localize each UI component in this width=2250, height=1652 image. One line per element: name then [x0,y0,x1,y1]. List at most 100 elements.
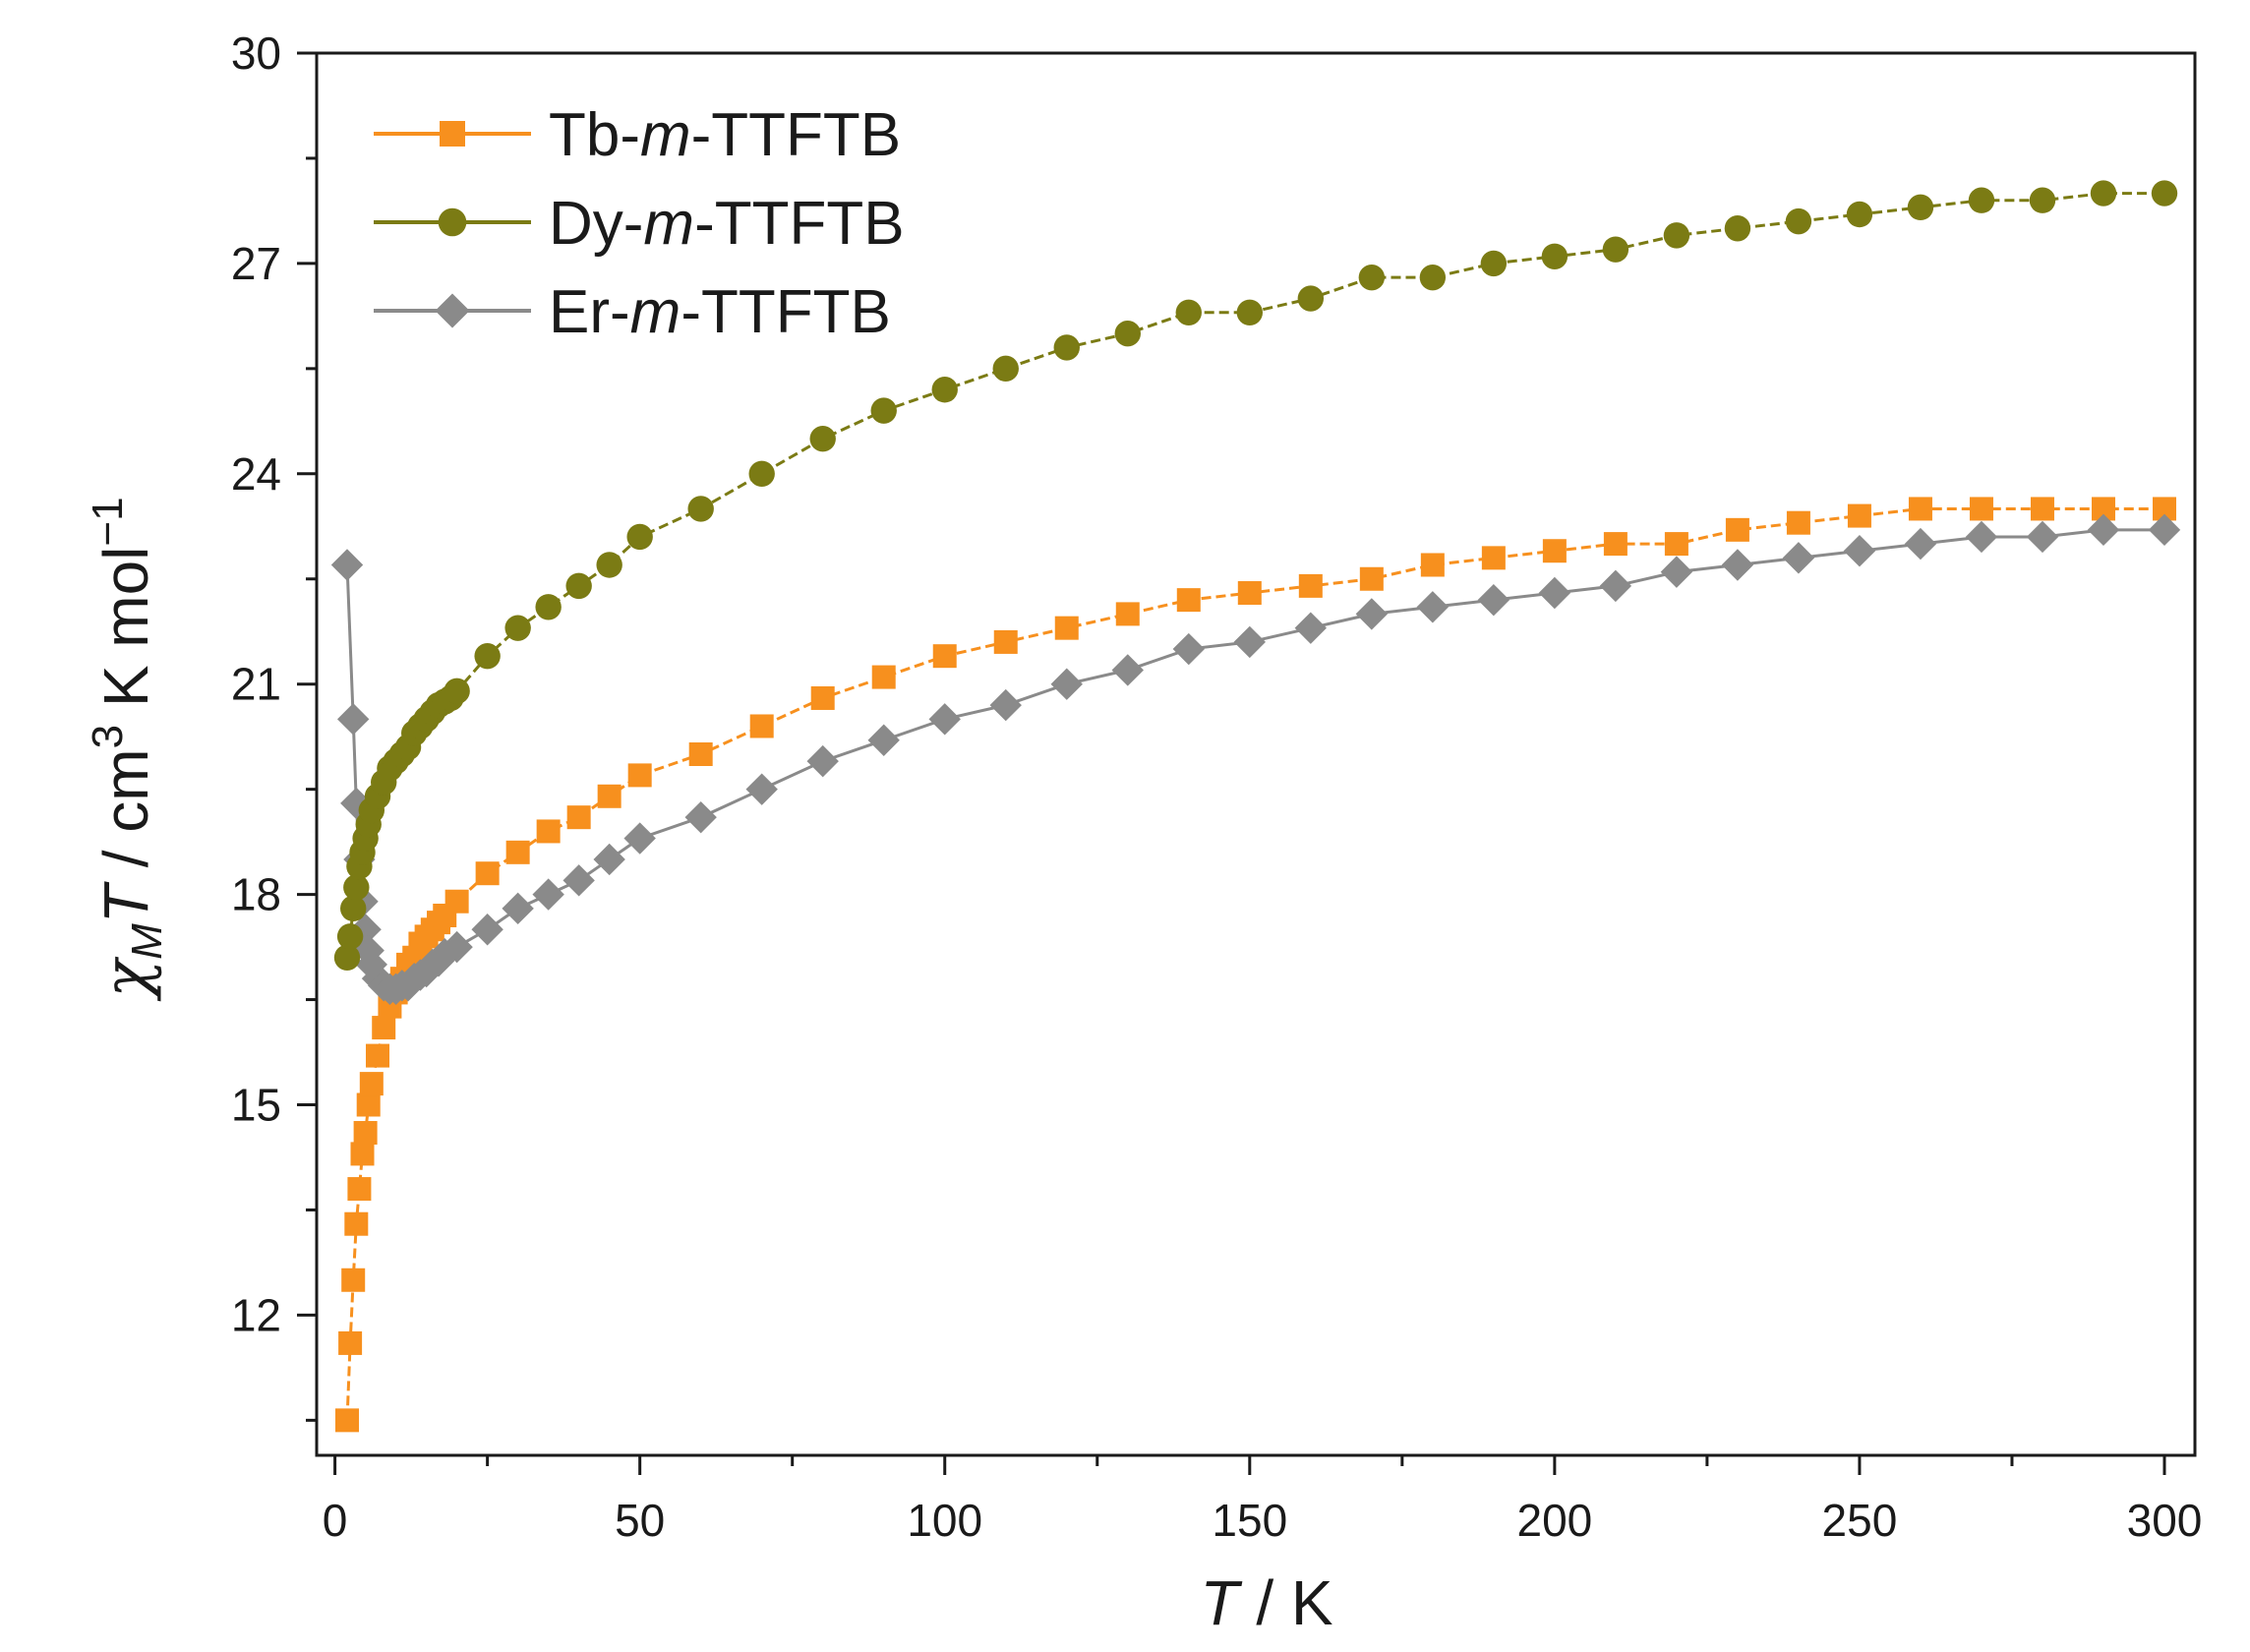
series-Dy-m-TTFTB [333,180,2178,971]
data-point [1847,503,1871,528]
data-point [1480,250,1508,277]
data-point [340,787,373,820]
data-point [330,549,364,581]
data-point [1785,207,1812,235]
data-point [429,938,461,971]
data-point [1114,321,1141,347]
data-point [1359,566,1384,591]
data-point [749,714,774,738]
data-point [1846,201,1873,228]
data-point [1541,243,1569,269]
data-point [337,703,370,736]
data-point [596,552,622,578]
data-point [353,1121,378,1146]
data-point [2151,180,2178,206]
data-point [335,1408,360,1433]
data-point [2029,187,2056,213]
data-point [1237,581,1262,606]
data-point [745,773,778,805]
data-point [1538,576,1571,610]
x-tick-label: 50 [615,1495,665,1546]
data-point [810,685,835,710]
legend-label: Tb-m-TTFTB [549,101,901,169]
legend-item: Tb-m-TTFTB [374,101,901,169]
legend-label: Dy-m-TTFTB [549,190,905,258]
data-point [1420,553,1445,577]
data-point [344,1211,369,1236]
data-point [475,861,500,886]
legend-marker [435,293,470,328]
data-point [2148,513,2181,547]
data-point [1419,264,1447,291]
x-tick-label: 250 [1822,1495,1898,1546]
data-point [350,1142,375,1166]
data-point [1054,616,1079,640]
legend-marker [440,121,465,147]
data-point [1599,569,1632,603]
data-point [1721,549,1754,581]
data-point [565,572,592,600]
data-point [1969,497,1993,521]
y-tick-label: 12 [231,1289,281,1340]
data-point [932,644,957,669]
data-point [366,1043,390,1068]
data-point [806,744,839,778]
legend-label: Er-m-TTFTB [549,278,891,346]
data-point [2026,520,2059,554]
data-point [1904,527,1937,560]
x-tick-label: 300 [2127,1495,2203,1546]
data-point [1663,222,1690,249]
data-point [1298,573,1323,598]
data-point [359,1072,384,1096]
data-point [1172,632,1205,666]
data-point [536,819,561,844]
data-point [687,496,714,522]
data-point [340,895,367,922]
data-point [1602,236,1629,263]
data-point [867,724,900,756]
data-point [1111,654,1144,686]
y-tick-label: 24 [231,448,281,500]
data-point [338,1330,363,1355]
data-point [341,1268,366,1292]
data-point [1477,583,1510,617]
x-tick-label: 0 [323,1495,348,1546]
plot-frame [315,51,2197,1457]
data-point [1724,215,1751,242]
data-point [748,460,775,487]
data-point [870,397,897,424]
data-point [597,784,622,808]
y-tick-label: 15 [231,1080,281,1131]
data-point [993,629,1018,654]
data-point [562,864,595,897]
data-point [989,688,1022,722]
data-point [1725,517,1749,542]
data-point [1355,598,1389,630]
data-point [684,800,717,834]
data-point [535,594,562,620]
data-point [1176,588,1201,613]
legend-item: Dy-m-TTFTB [374,190,905,258]
data-point [1416,591,1450,623]
data-point [928,703,961,736]
data-point [1908,497,1932,521]
axes-layer: 0 50 100 150 200 250 300 12 15 18 21 24 27 30 [231,28,2203,1546]
data-point [688,742,713,766]
data-point [931,377,958,403]
data-point [623,822,656,855]
data-point [2087,513,2120,547]
data-point [471,914,503,946]
y-axis-title: χMT / cm3 K mol−1 [84,497,171,1001]
y-tick-label: 30 [231,28,281,79]
data-point [992,355,1019,383]
data-point [809,425,836,452]
legend: Tb-m-TTFTB Dy-m-TTFTB Er-m-TTFTB [374,101,905,346]
data-point [333,944,361,971]
data-point [1965,520,1998,554]
y-tick-label: 18 [231,869,281,920]
data-point [1233,625,1266,659]
data-point [1786,510,1810,535]
x-tick-label: 150 [1212,1495,1287,1546]
data-point [532,878,564,911]
